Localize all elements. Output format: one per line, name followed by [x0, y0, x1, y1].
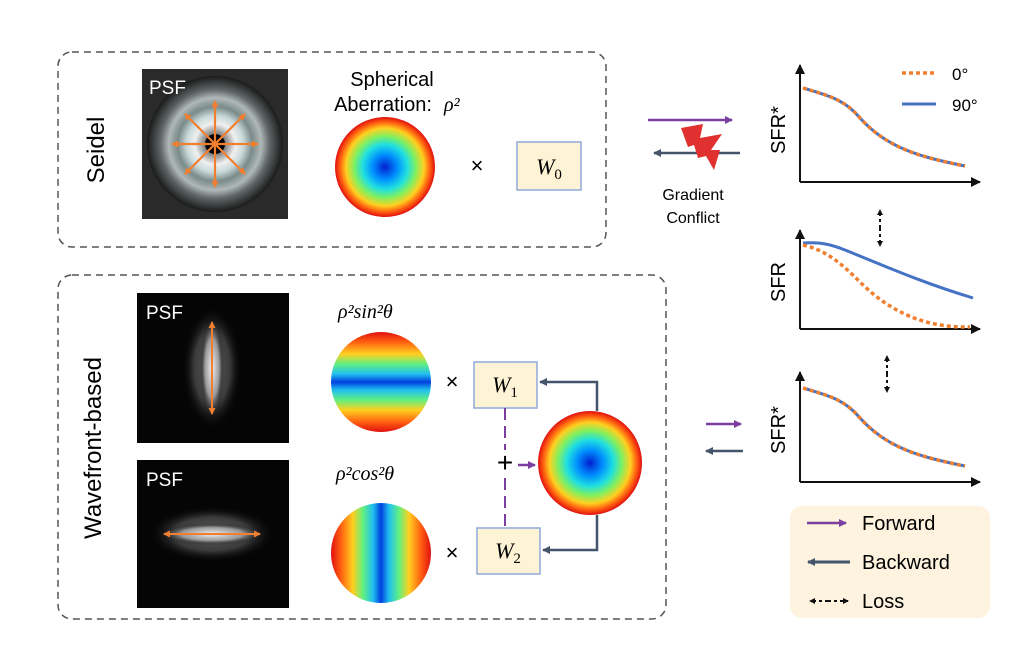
aberration-math: ρ²	[443, 94, 461, 116]
legend-loss-label: Loss	[862, 591, 904, 613]
weight-box-w0: W0	[516, 141, 582, 191]
seidel-psf-image: PSF	[142, 69, 288, 219]
wavefront-times-top: ×	[446, 369, 459, 394]
weight-w0-sub: 0	[554, 167, 562, 183]
wavefront-psf-top-image: PSF	[137, 293, 289, 443]
chart-bottom-ylabel: SFR*	[768, 406, 790, 454]
gradient-conflict: Gradient Conflict	[648, 116, 740, 227]
conflict-label-line1: Gradient	[662, 187, 724, 204]
weight-w1-sub: 1	[510, 385, 518, 401]
seidel-panel-border	[57, 51, 607, 248]
sin-term-label: ρ²sin²θ	[337, 301, 393, 323]
backward-path-w2	[542, 515, 599, 554]
sin-term-wavefront	[331, 332, 431, 432]
conflict-lightning-icon	[681, 124, 722, 170]
weight-w0-symbol: W	[536, 154, 556, 179]
cos-term-label: ρ²cos²θ	[335, 463, 394, 485]
backward-path-w1	[539, 378, 599, 411]
chart-bottom: SFR*	[768, 371, 981, 487]
combined-wavefront	[538, 411, 642, 515]
chart-top-curve-0	[802, 86, 966, 168]
legend-backward-label: Backward	[862, 552, 950, 574]
chart-bottom-curve-0	[802, 386, 966, 468]
seidel-times-sign: ×	[471, 153, 484, 178]
wavefront-label: Wavefront-based	[80, 357, 107, 539]
weight-w2-symbol: W	[495, 538, 515, 563]
svg-text:W2: W2	[495, 538, 521, 567]
chart-bottom-curve-90	[802, 386, 966, 468]
weight-box-w2: W2	[476, 527, 541, 575]
svg-text:W1: W1	[492, 372, 518, 401]
plus-sign: +	[497, 447, 513, 478]
chart-top-curve-90	[802, 86, 966, 168]
wavefront-panel: Wavefront-based PSF PSF ρ²sin²θ × ρ²cos²…	[57, 274, 667, 620]
svg-text:W0: W0	[536, 154, 562, 183]
wavefront-panel-border	[57, 274, 667, 620]
weight-w2-sub: 2	[513, 551, 521, 567]
aberration-title-line1: Spherical	[350, 69, 433, 91]
conflict-label-line2: Conflict	[666, 210, 720, 227]
weight-box-w1: W1	[473, 361, 538, 409]
weight-w1-symbol: W	[492, 372, 512, 397]
wavefront-psf-top-label: PSF	[146, 303, 183, 324]
legend-forward-label: Forward	[862, 513, 935, 535]
aberration-title-line2: Aberration:	[334, 94, 432, 116]
chart-mid-ylabel: SFR	[768, 262, 790, 302]
spherical-aberration-wavefront	[335, 117, 435, 217]
chart-top: SFR* 0° 90°	[768, 64, 981, 187]
seidel-psf-label: PSF	[149, 78, 186, 99]
wavefront-times-bottom: ×	[446, 540, 459, 565]
seidel-psf-arrows	[171, 100, 259, 188]
chart-mid-curve-90	[802, 241, 974, 300]
seidel-label: Seidel	[83, 117, 110, 184]
arrow-legend: Forward Backward Loss	[790, 506, 990, 618]
arrow-legend-bg	[790, 506, 990, 618]
legend-90deg-label: 90°	[952, 96, 978, 115]
chart-mid-curve-0	[802, 243, 971, 329]
chart-top-ylabel: SFR*	[768, 106, 790, 154]
legend-0deg-label: 0°	[952, 65, 968, 84]
chart-middle: SFR	[768, 229, 981, 334]
seidel-panel: Seidel PSF Spherical Aberration: ρ² ×	[57, 51, 607, 248]
cos-term-wavefront	[331, 503, 431, 603]
wavefront-psf-bottom-label: PSF	[146, 470, 183, 491]
wavefront-psf-bottom-image: PSF	[137, 460, 289, 608]
